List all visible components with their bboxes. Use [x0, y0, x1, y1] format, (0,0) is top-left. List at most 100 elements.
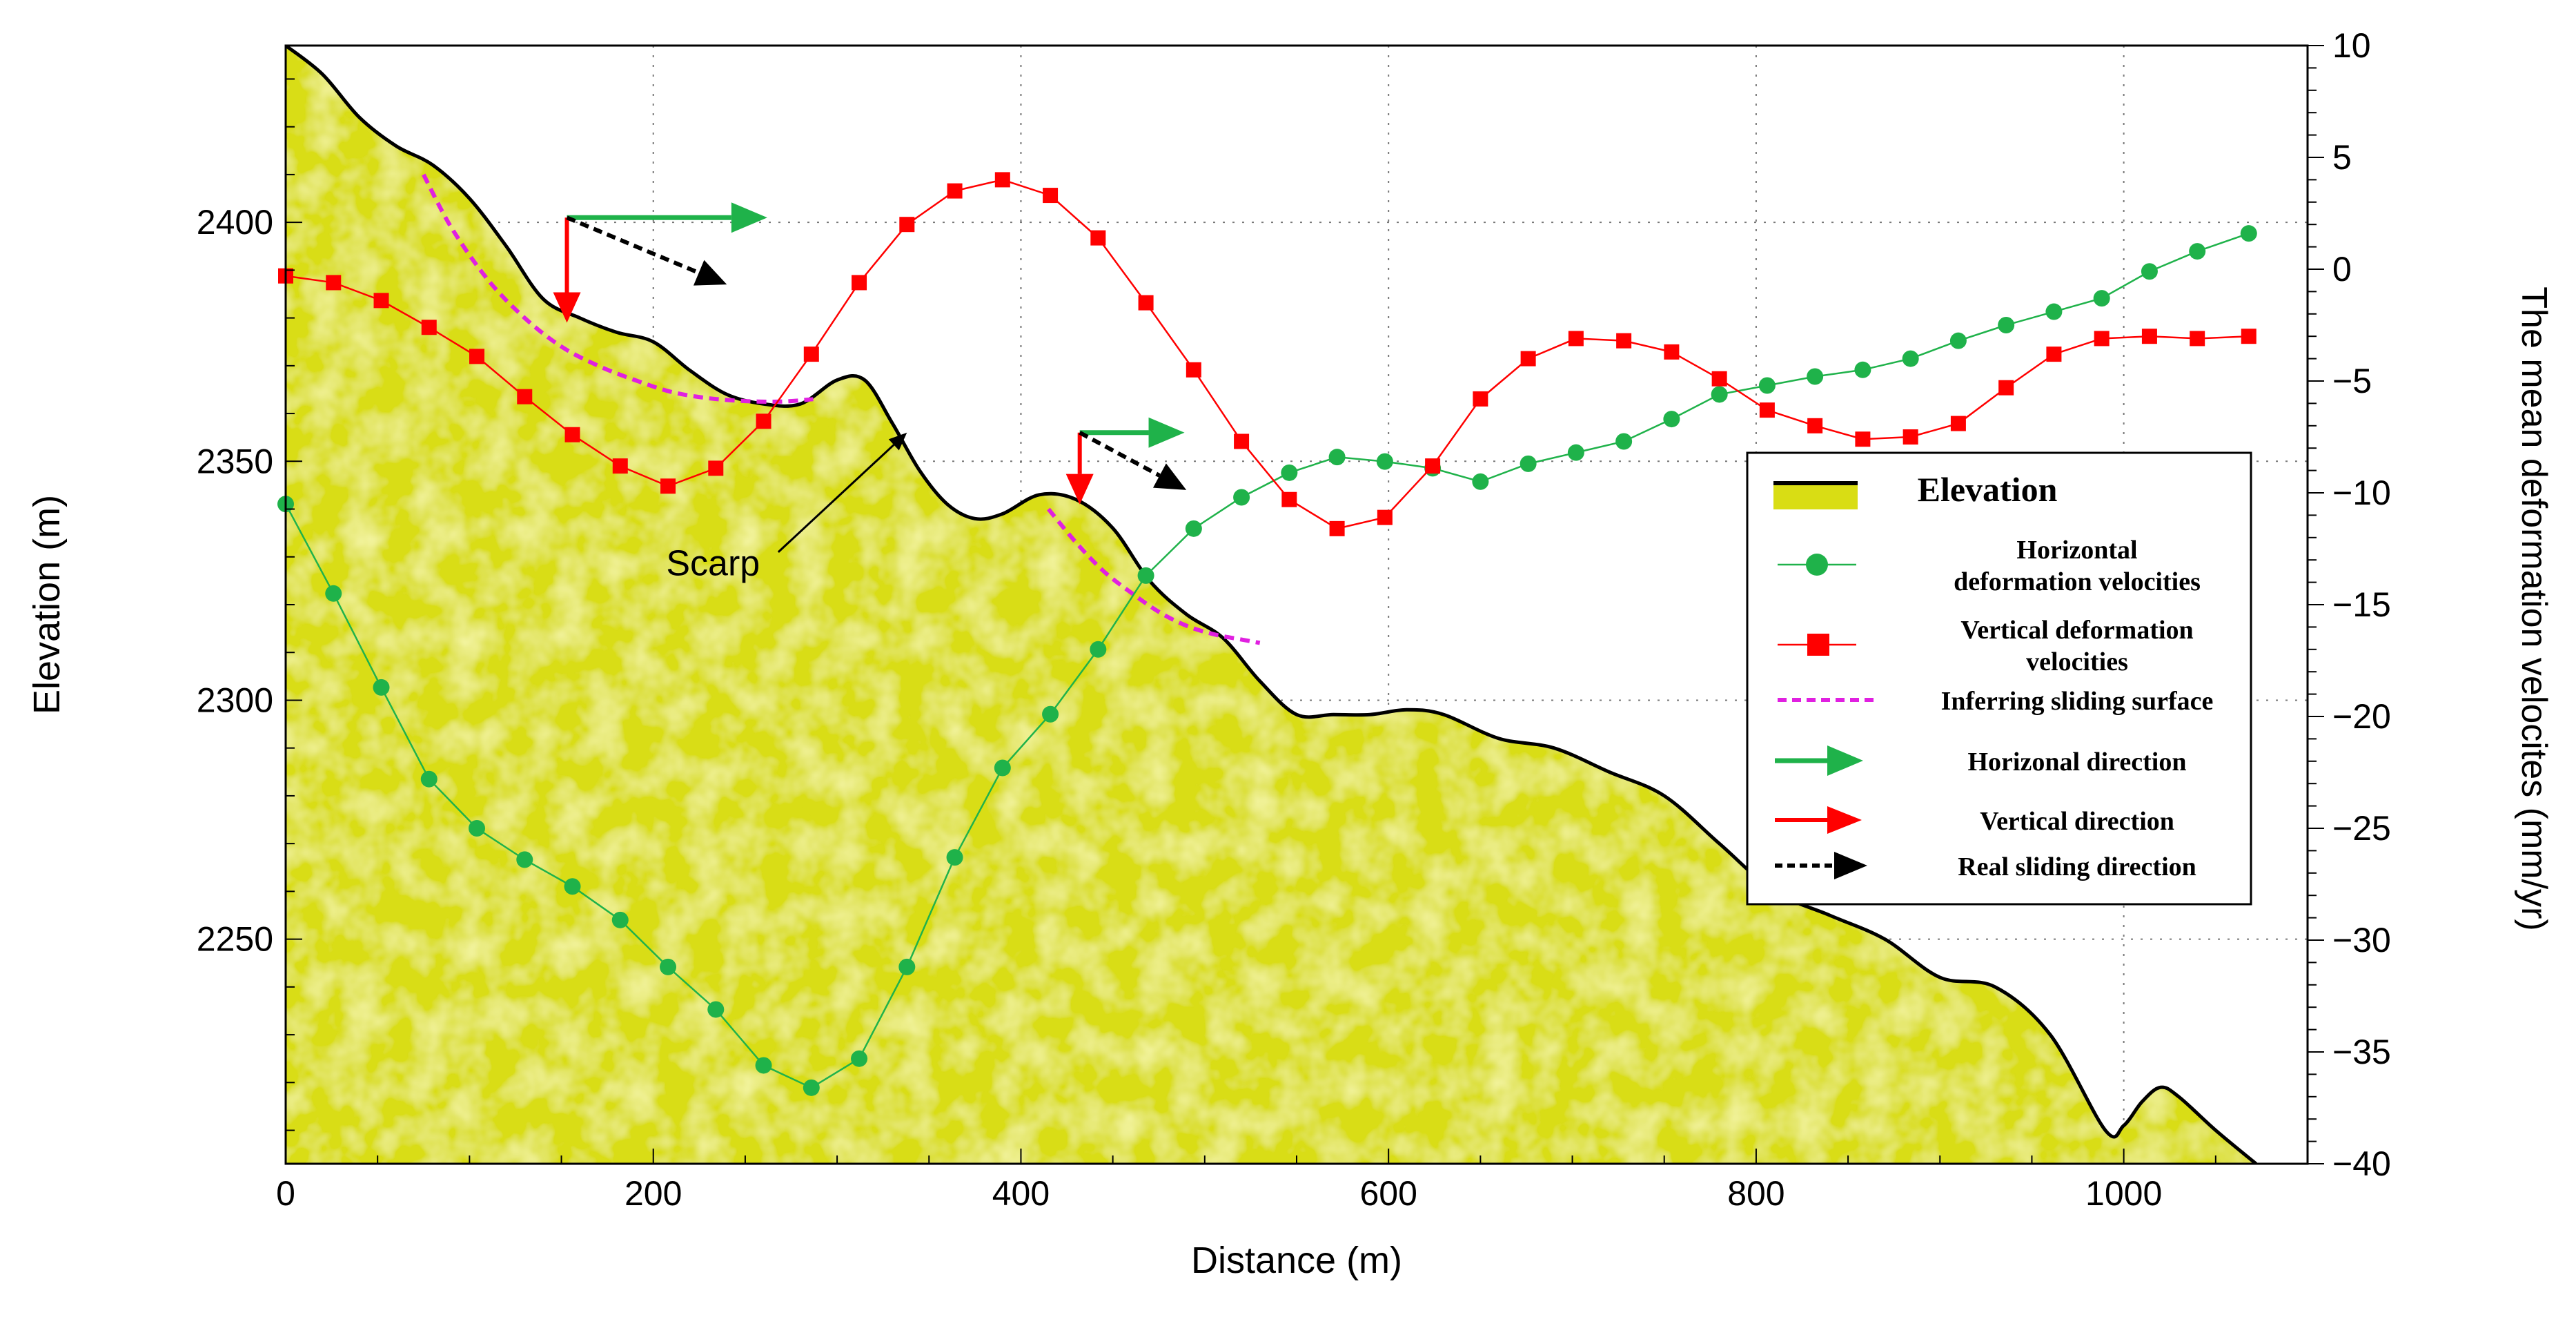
vertical-velocity-point [2094, 331, 2110, 347]
vertical-velocity-point [1043, 188, 1059, 204]
vertical-velocity-point [1281, 491, 1297, 507]
legend-item-h_dir: Horizonal direction [1775, 745, 2187, 777]
y-right-tick-label: 0 [2332, 250, 2352, 289]
horizontal-velocity-point [2240, 225, 2257, 242]
horizontal-velocity-point [1520, 455, 1537, 472]
vertical-velocity-point [1329, 520, 1345, 536]
vertical-velocity-point [1138, 295, 1154, 311]
y-right-tick-label: 10 [2332, 26, 2371, 65]
horizontal-velocity-point [1807, 368, 1824, 385]
horizontal-velocity-point [564, 878, 581, 895]
legend-label: Inferring sliding surface [1941, 687, 2214, 716]
x-tick-label: 800 [1727, 1174, 1784, 1213]
legend-label: Horizonal direction [1968, 748, 2187, 777]
vertical-velocity-point [708, 460, 724, 476]
deformation-series [277, 172, 2257, 1096]
horizontal-velocity-point [1567, 444, 1584, 461]
vertical-direction-arrowhead [1065, 474, 1094, 505]
legend-vdir-head [1827, 806, 1862, 834]
legend-label: deformation velocities [1954, 567, 2201, 596]
horizontal-velocity-point [1281, 464, 1298, 481]
vertical-velocity-point [947, 183, 963, 199]
vertical-velocity-point [660, 478, 676, 494]
horizontal-velocity-point [994, 759, 1011, 777]
horizontal-velocity-point [803, 1079, 820, 1096]
legend-item-surface: Inferring sliding surface [1778, 687, 2213, 716]
vertical-velocity-point [1902, 429, 1918, 445]
legend-horizontal-marker [1806, 554, 1828, 576]
vertical-velocity-point [1520, 351, 1536, 367]
vertical-velocity-point [1234, 433, 1250, 449]
horizontal-velocity-point [1233, 489, 1250, 506]
legend-item-r_dir: Real sliding direction [1775, 852, 2196, 881]
y-right-tick-label: −20 [2332, 697, 2391, 736]
horizontal-velocity-point [1758, 377, 1776, 394]
y-right-tick-label: −25 [2332, 809, 2391, 848]
horizontal-velocity-point [1328, 449, 1346, 466]
x-tick-label: 0 [276, 1174, 295, 1213]
legend-hdir-head [1827, 745, 1863, 776]
y-right-tick-label: 5 [2332, 138, 2352, 177]
horizontal-velocity-point [1902, 350, 1919, 367]
y-left-axis-label: Elevation (m) [26, 495, 68, 714]
horizontal-velocity-point [1854, 361, 1871, 378]
vertical-velocity-point [421, 320, 437, 335]
legend-item-v_dir: Vertical direction [1775, 806, 2174, 836]
legend-label: Elevation [1918, 470, 2058, 509]
horizontal-direction-arrowhead [731, 202, 767, 233]
horizontal-velocity-point [1711, 386, 1728, 403]
horizontal-velocity-point [2189, 243, 2206, 260]
legend-label: Real sliding direction [1958, 852, 2196, 881]
x-tick-label: 400 [992, 1174, 1050, 1213]
legend-label: Vertical direction [1980, 807, 2174, 836]
vertical-velocity-point [1377, 509, 1393, 525]
sliding-surface-curve [422, 173, 814, 404]
vertical-velocity-line [285, 179, 2249, 530]
vertical-velocity-point [994, 172, 1010, 188]
vertical-velocity-point [1807, 418, 1823, 433]
horizontal-velocity-point [2141, 263, 2158, 280]
horizontal-velocity-point [898, 958, 916, 975]
horizontal-velocity-point [325, 585, 342, 602]
horizontal-velocity-point [1090, 641, 1107, 658]
x-tick-label: 600 [1359, 1174, 1417, 1213]
sliding-surface-curve [1047, 507, 1261, 645]
legend-box [1746, 451, 2252, 906]
y-right-axis-label: The mean deformation velocites (mm/yr) [2514, 286, 2554, 930]
x-tick-label: 200 [625, 1174, 682, 1213]
horizontal-velocity-point [755, 1057, 772, 1074]
horizontal-velocity-line [284, 232, 2250, 1089]
legend-label: velocities [2026, 647, 2128, 676]
horizontal-velocity-point [1185, 520, 1202, 537]
horizontal-velocity-point [516, 851, 533, 868]
y-left-tick-label: 2400 [197, 203, 273, 242]
x-tick-label: 1000 [2085, 1174, 2162, 1213]
y-right-tick-label: −10 [2332, 474, 2391, 512]
horizontal-velocity-point [946, 849, 963, 866]
vertical-velocity-point [1425, 458, 1441, 474]
horizontal-velocity-point [1472, 473, 1489, 490]
vertical-velocity-point [852, 275, 867, 291]
horizontal-velocity-point [1137, 567, 1154, 584]
y-right-tick-label: −35 [2332, 1033, 2391, 1071]
vertical-velocity-point [612, 458, 628, 474]
legend-rdir-head [1834, 852, 1867, 879]
vertical-velocity-point [1855, 431, 1871, 447]
vertical-velocity-point [326, 275, 342, 291]
vertical-velocity-point [1473, 391, 1488, 407]
y-left-tick-label: 2250 [197, 920, 273, 959]
vertical-velocity-point [899, 217, 915, 233]
annotations: Scarp [666, 432, 907, 584]
horizontal-velocity-point [1042, 705, 1059, 723]
vertical-velocity-point [1759, 402, 1775, 418]
elevation-line [286, 46, 2258, 1164]
horizontal-velocity-point [469, 820, 486, 837]
vertical-velocity-point [1090, 230, 1106, 246]
horizontal-velocity-point [373, 679, 390, 696]
y-right-tick-label: −5 [2332, 362, 2372, 400]
vertical-velocity-point [2141, 329, 2157, 344]
scarp-arrowhead [888, 432, 907, 451]
y-left-tick-label: 2350 [197, 442, 273, 480]
legend-elevation-swatch [1773, 485, 1858, 509]
